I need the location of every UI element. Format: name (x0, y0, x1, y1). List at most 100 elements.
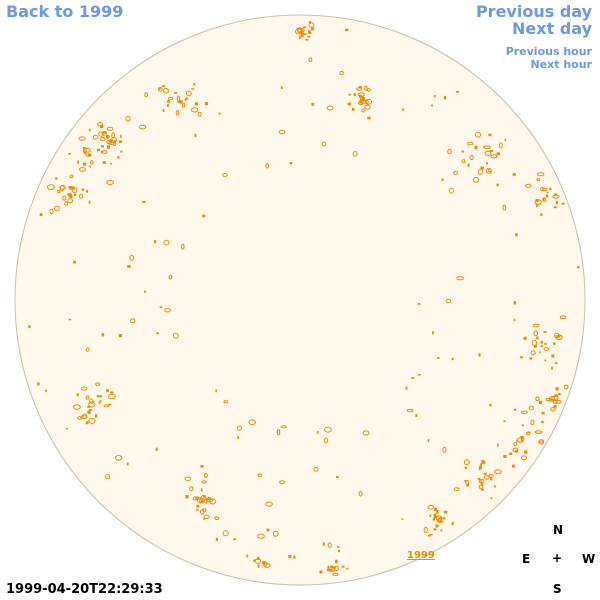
solar-feature-mark (502, 204, 507, 211)
solar-feature-mark (204, 472, 208, 478)
solar-feature-mark (496, 152, 500, 156)
solar-feature-mark (108, 139, 115, 145)
back-to-year-link[interactable]: Back to 1999 (6, 2, 124, 21)
solar-feature-mark (120, 134, 122, 139)
solar-feature-mark (466, 483, 470, 487)
solar-feature-mark (483, 145, 491, 149)
solar-feature-mark (158, 87, 163, 92)
solar-feature-mark (357, 92, 365, 97)
solar-feature-mark (129, 318, 136, 324)
solar-feature-mark (179, 100, 183, 104)
solar-feature-mark (311, 27, 315, 31)
solar-feature-mark (484, 150, 492, 156)
solar-feature-mark (456, 276, 465, 281)
solar-feature-mark (521, 424, 524, 427)
solar-feature-mark (475, 131, 481, 138)
compass-south: S (553, 582, 562, 596)
solar-feature-mark (327, 565, 330, 569)
solar-feature-mark (101, 131, 107, 136)
previous-day-link[interactable]: Previous day (475, 2, 592, 21)
solar-feature-mark (69, 186, 75, 191)
solar-feature-mark (447, 148, 452, 155)
solar-feature-mark (257, 564, 260, 568)
solar-features (28, 21, 580, 576)
solar-feature-mark (432, 331, 434, 335)
solar-feature-mark (308, 30, 311, 33)
solar-feature-mark (498, 142, 503, 149)
solar-feature-mark (88, 153, 91, 156)
solar-feature-mark (108, 140, 112, 142)
solar-feature-mark (543, 347, 550, 351)
solar-feature-mark (89, 165, 91, 168)
solar-feature-mark (82, 413, 88, 419)
solar-feature-mark (330, 565, 334, 568)
solar-feature-mark (88, 409, 93, 411)
solar-feature-mark (263, 563, 271, 568)
solar-feature-mark (441, 178, 444, 181)
solar-feature-mark (185, 97, 189, 100)
solar-feature-mark (47, 184, 55, 191)
solar-feature-mark (253, 559, 256, 562)
solar-feature-mark (215, 389, 217, 393)
solar-feature-mark (520, 439, 523, 443)
next-hour-link[interactable]: Next hour (530, 58, 593, 71)
solar-feature-mark (110, 391, 114, 394)
solar-feature-mark (433, 513, 437, 517)
solar-feature-mark (433, 528, 437, 531)
solar-feature-mark (431, 104, 433, 107)
solar-feature-mark (448, 187, 454, 194)
solar-feature-mark (74, 193, 77, 196)
solar-feature-mark (69, 174, 74, 179)
solar-feature-mark (541, 411, 545, 415)
solar-feature-mark (542, 187, 548, 192)
solar-feature-mark (356, 87, 363, 91)
solar-feature-mark (118, 334, 122, 338)
solar-feature-mark (73, 404, 81, 410)
solar-feature-mark (184, 98, 187, 101)
solar-feature-mark (329, 568, 333, 572)
solar-feature-mark (215, 537, 218, 541)
solar-feature-mark (194, 133, 197, 138)
solar-feature-mark (503, 420, 506, 423)
solar-feature-mark (108, 393, 116, 400)
solar-feature-mark (338, 549, 340, 553)
solar-feature-mark (92, 400, 95, 404)
solar-feature-mark (118, 140, 123, 143)
solar-feature-mark (529, 357, 533, 360)
solar-feature-mark (467, 141, 474, 146)
solar-feature-mark (341, 565, 345, 568)
solar-feature-mark (429, 533, 433, 536)
solar-feature-mark (96, 148, 100, 152)
solar-feature-mark (174, 92, 178, 94)
solar-feature-mark (549, 187, 552, 190)
solar-feature-mark (545, 398, 552, 401)
solar-feature-mark (303, 33, 307, 36)
solar-feature-mark (464, 480, 467, 482)
solar-feature-mark (79, 167, 86, 172)
next-day-link[interactable]: Next day (512, 19, 592, 38)
solar-feature-mark (95, 382, 101, 387)
solar-feature-mark (423, 526, 428, 534)
solar-feature-mark (490, 477, 493, 481)
solar-feature-mark (57, 189, 61, 194)
solar-feature-mark (427, 439, 430, 443)
solar-feature-mark (534, 430, 543, 434)
solar-feature-mark (185, 90, 192, 97)
solar-feature-mark (88, 128, 91, 132)
solar-feature-mark (199, 497, 206, 504)
solar-feature-mark (538, 400, 543, 405)
solar-feature-mark (68, 153, 71, 155)
solar-feature-mark (553, 405, 557, 408)
solar-feature-mark (308, 22, 315, 28)
solar-feature-mark (144, 92, 148, 98)
solar-feature-mark (485, 167, 492, 174)
solar-feature-mark (461, 150, 465, 153)
solar-feature-mark (352, 151, 358, 157)
year-marker-link[interactable]: 1999 (407, 550, 435, 561)
solar-feature-mark (545, 194, 549, 198)
solar-feature-mark (576, 266, 580, 269)
previous-hour-link[interactable]: Previous hour (505, 45, 592, 58)
solar-feature-mark (197, 111, 202, 117)
